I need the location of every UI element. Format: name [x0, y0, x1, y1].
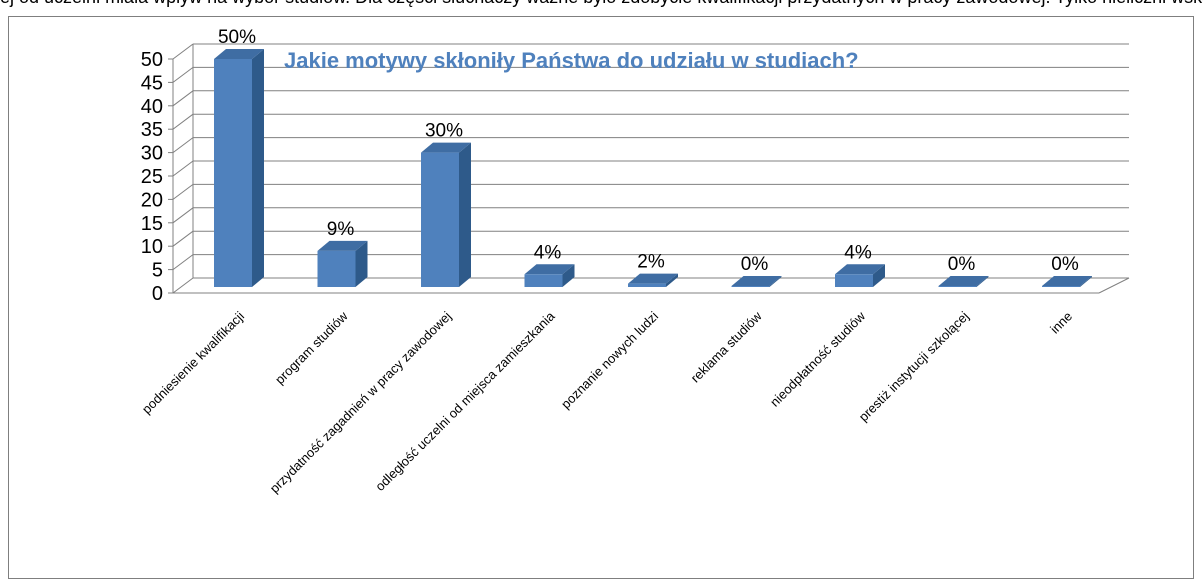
- bar-top: [938, 276, 989, 286]
- category-label: nieodpłatność studiów: [767, 308, 868, 409]
- bar-side: [666, 273, 678, 287]
- data-label: 2%: [637, 252, 665, 273]
- category-label: odległość uczelni od miejsca zamieszkani…: [372, 308, 558, 494]
- gridline-side: [172, 43, 194, 60]
- bar: [938, 286, 977, 287]
- bar: [628, 283, 666, 287]
- bar-top: [421, 142, 471, 153]
- y-tick-label: 20: [141, 189, 163, 211]
- gridline-side: [172, 230, 194, 247]
- category-label: poznanie nowych ludzi: [558, 308, 661, 411]
- bar: [317, 250, 356, 287]
- bar: [835, 274, 873, 287]
- chart-title: Jakie motywy skłoniły Państwa do udziału…: [284, 48, 859, 73]
- bar-side: [459, 142, 471, 287]
- gridline-side: [172, 183, 194, 200]
- gridline-side: [172, 113, 194, 130]
- category-label: podniesienie kwalifikacji: [139, 308, 247, 416]
- gridline-side: [172, 67, 194, 83]
- y-tick-label: 10: [141, 236, 163, 258]
- data-label: 0%: [1051, 254, 1079, 275]
- bar: [731, 286, 770, 287]
- floor-right-edge: [1098, 277, 1130, 294]
- gridline-side: [172, 277, 194, 294]
- y-tick-label: 25: [141, 166, 163, 188]
- bar-top: [628, 273, 678, 284]
- category-label: reklama studiów: [688, 308, 765, 385]
- bar-side: [562, 264, 575, 287]
- y-tick-label: 45: [141, 72, 163, 94]
- category-label: program studiów: [272, 308, 351, 387]
- data-label: 4%: [534, 242, 562, 263]
- data-label: 0%: [741, 254, 769, 275]
- y-tick-label: 30: [141, 143, 163, 165]
- gridline-side: [172, 207, 194, 224]
- gridline-side: [172, 160, 194, 177]
- y-tick-label: 35: [141, 119, 163, 141]
- data-label: 4%: [844, 242, 872, 263]
- bar-side: [355, 240, 368, 287]
- bar: [421, 152, 459, 287]
- y-tick-label: 5: [152, 260, 163, 282]
- gridline-side: [172, 90, 194, 107]
- bar-top: [731, 276, 782, 286]
- bar-side: [976, 276, 989, 287]
- bar-side: [769, 276, 782, 287]
- gridline-side: [172, 137, 194, 154]
- clipped-paragraph-text: ej od uczelni miała wpływ na wybór studi…: [0, 0, 1203, 8]
- bar-top: [317, 240, 368, 251]
- bar: [1042, 286, 1080, 287]
- category-label: przydatność zagadnień w pracy zawodowej: [267, 308, 454, 495]
- bar-side: [252, 49, 264, 287]
- data-label: 30%: [425, 121, 463, 142]
- chart-frame: 0 5 10 15 20 25 30 35 40 45 50 50% podniesienie kwal…: [8, 16, 1194, 579]
- data-label: 0%: [948, 254, 976, 275]
- bar-top: [214, 49, 264, 59]
- y-tick-label: 50: [141, 49, 163, 71]
- y-tick-label: 40: [141, 96, 163, 118]
- bar: [214, 59, 252, 287]
- bar-side: [873, 264, 885, 287]
- y-tick-label: 15: [141, 213, 163, 235]
- data-label: 9%: [327, 219, 355, 240]
- bar-top: [524, 264, 575, 275]
- bar-side: [1080, 276, 1092, 287]
- bar-top: [835, 264, 885, 275]
- category-label: prestiż instytucji szkolącej: [856, 308, 972, 424]
- data-label: 50%: [218, 27, 256, 48]
- bar-top: [1042, 276, 1092, 286]
- y-tick-label: 0: [152, 283, 163, 305]
- gridline-side: [172, 254, 194, 271]
- bar: [524, 274, 563, 287]
- category-label: inne: [1047, 309, 1075, 337]
